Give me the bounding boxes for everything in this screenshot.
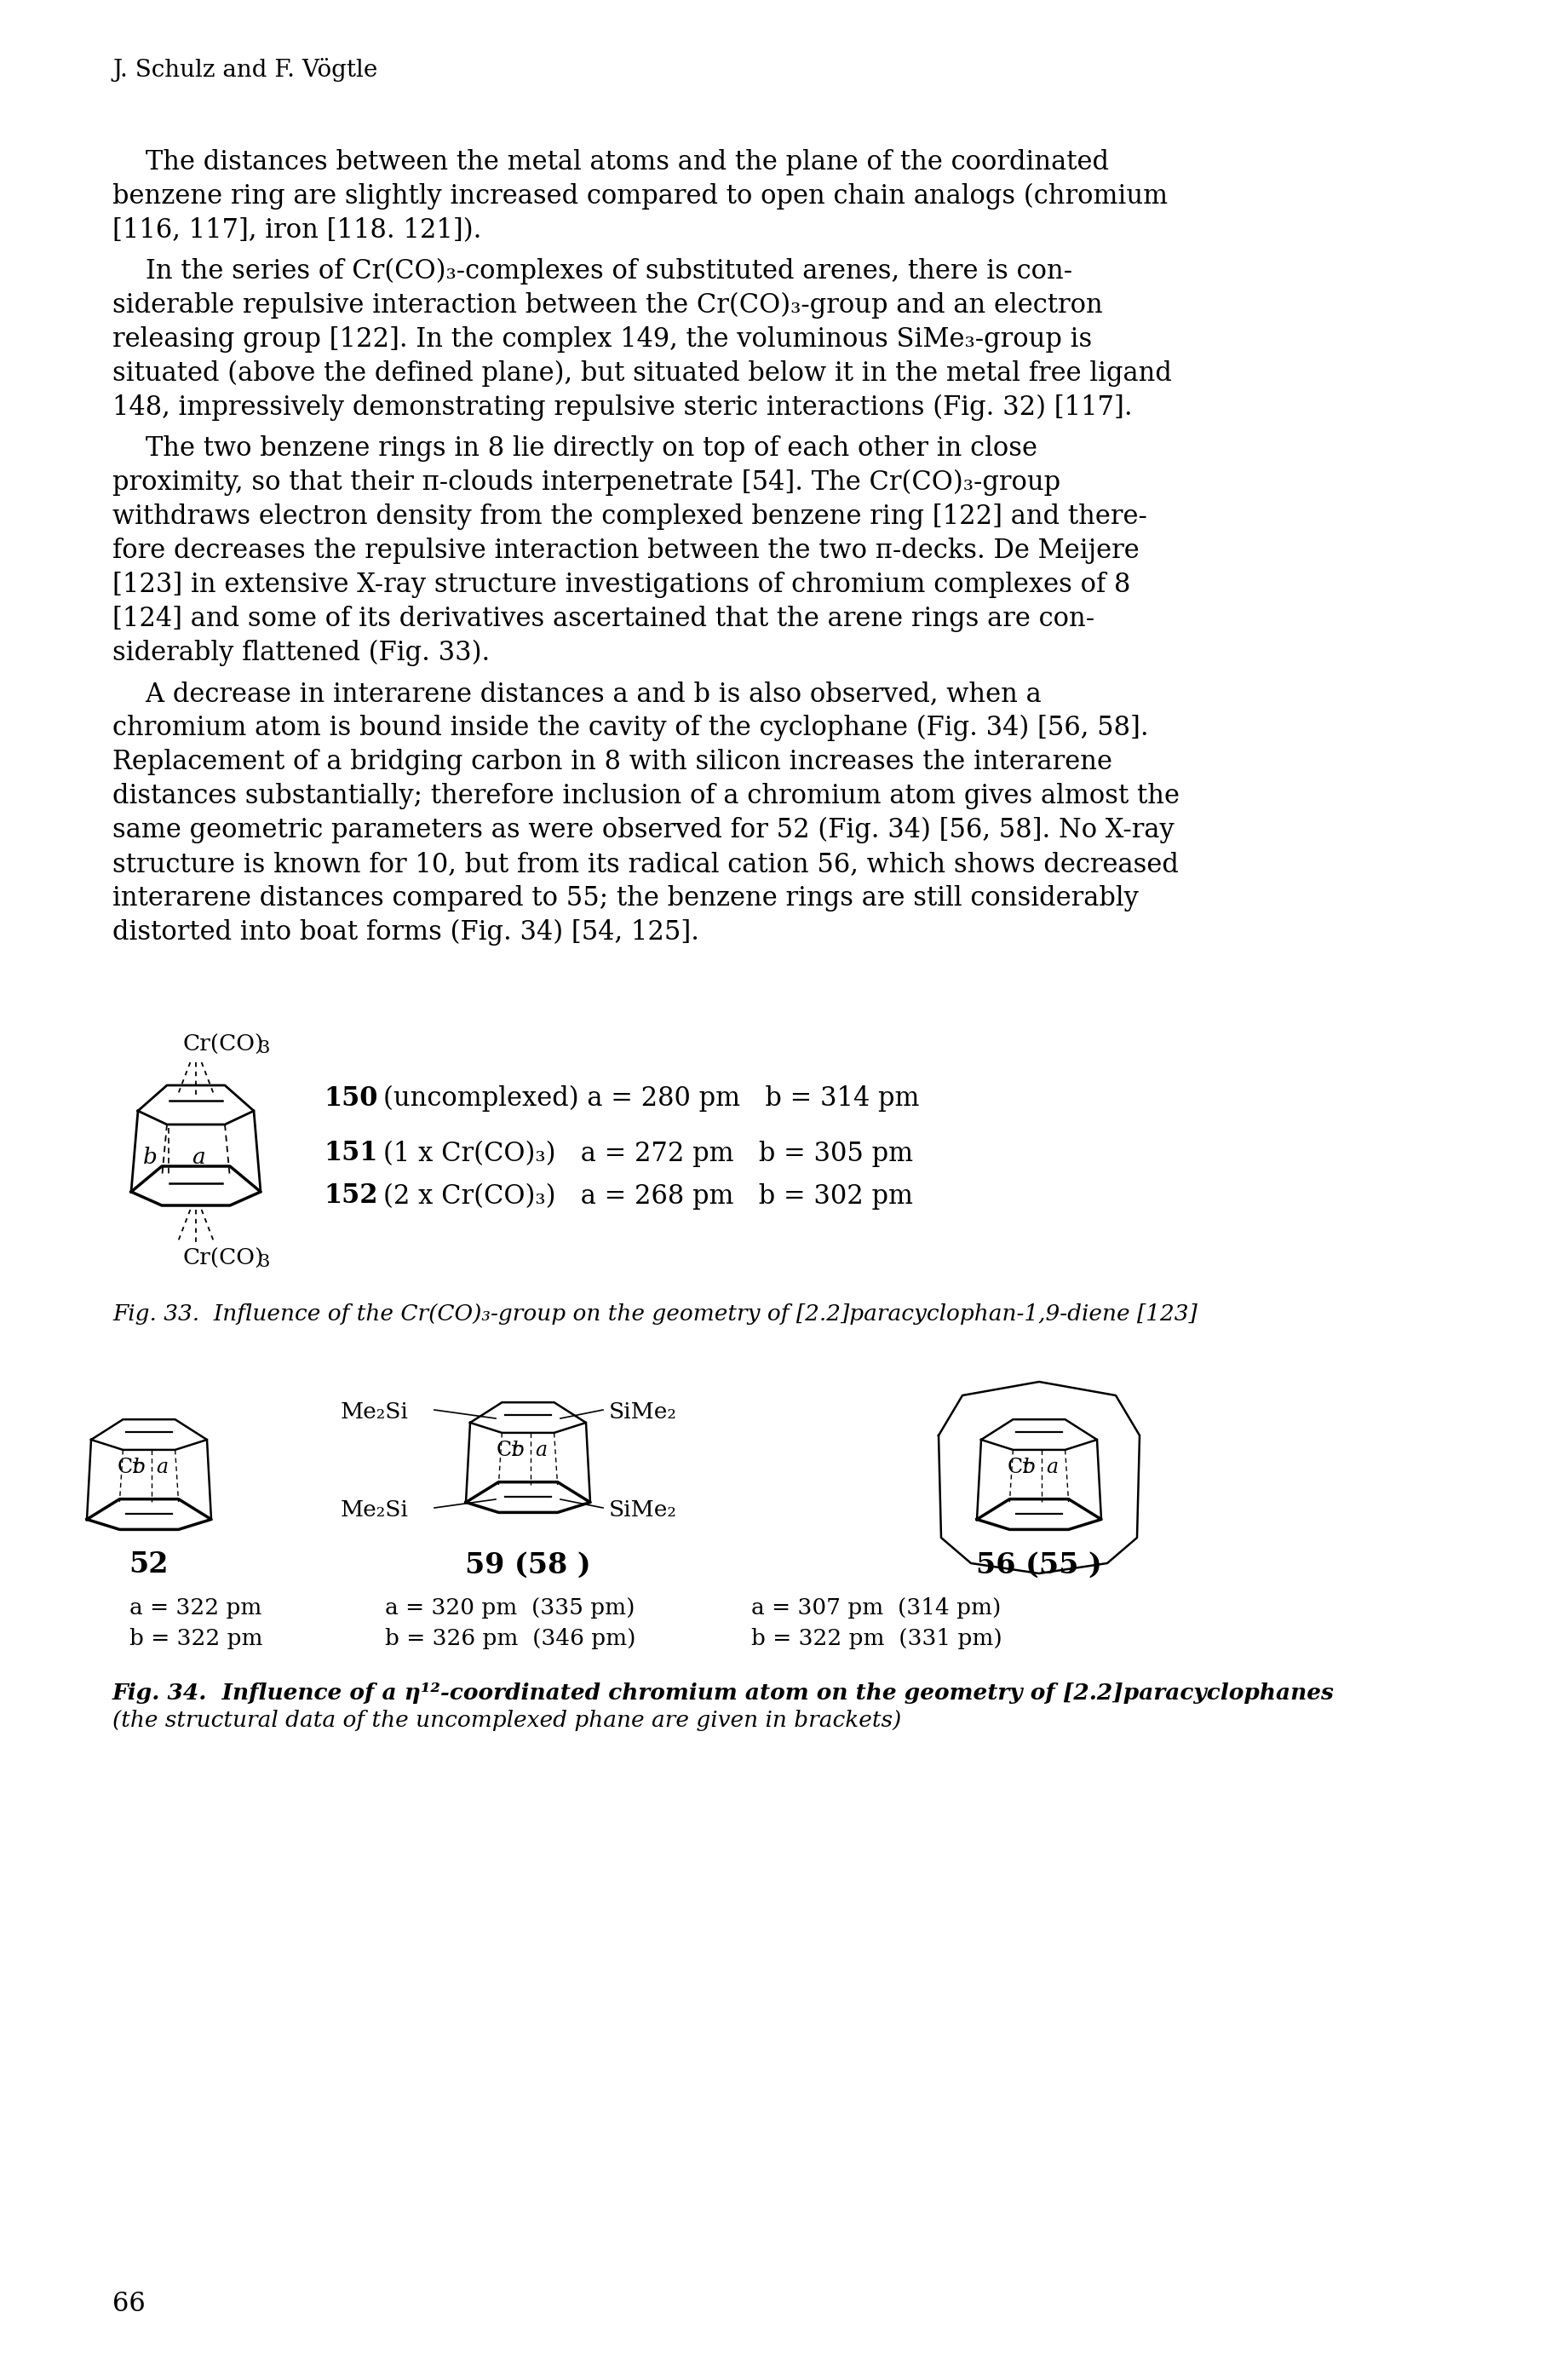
- Text: Fig. 33.  Influence of the Cr(CO)₃-group on the geometry of [2.2]paracyclophan-1: Fig. 33. Influence of the Cr(CO)₃-group …: [113, 1303, 1198, 1324]
- Text: 66: 66: [113, 2291, 146, 2317]
- Text: 3: 3: [259, 1040, 270, 1057]
- Text: same geometric parameters as were observed for 52 (Fig. 34) [56, 58]. No X-ray: same geometric parameters as were observ…: [113, 818, 1174, 844]
- Text: b: b: [133, 1459, 146, 1478]
- Text: [116, 117], iron [118. 121]).: [116, 117], iron [118. 121]).: [113, 217, 481, 243]
- Text: (1 x Cr(CO)₃)   a = 272 pm   b = 305 pm: (1 x Cr(CO)₃) a = 272 pm b = 305 pm: [383, 1139, 913, 1168]
- Text: a = 307 pm  (314 pm): a = 307 pm (314 pm): [751, 1598, 1000, 1619]
- Text: proximity, so that their π-clouds interpenetrate [54]. The Cr(CO)₃-group: proximity, so that their π-clouds interp…: [113, 470, 1060, 496]
- Text: a: a: [535, 1440, 547, 1461]
- Text: 59 (58 ): 59 (58 ): [466, 1551, 591, 1579]
- Text: fore decreases the repulsive interaction between the two π-decks. De Meijere: fore decreases the repulsive interaction…: [113, 537, 1140, 565]
- Text: 148, impressively demonstrating repulsive steric interactions (Fig. 32) [117].: 148, impressively demonstrating repulsiv…: [113, 395, 1132, 421]
- Text: J. Schulz and F. Vögtle: J. Schulz and F. Vögtle: [113, 59, 378, 83]
- Text: 52: 52: [129, 1551, 169, 1579]
- Text: Cr(CO): Cr(CO): [183, 1033, 265, 1054]
- Text: b = 322 pm  (331 pm): b = 322 pm (331 pm): [751, 1629, 1002, 1650]
- Text: b: b: [1022, 1459, 1036, 1478]
- Text: 150: 150: [323, 1085, 378, 1111]
- Text: releasing group [122]. In the complex 149, the voluminous SiMe₃-group is: releasing group [122]. In the complex 14…: [113, 326, 1091, 352]
- Text: The two benzene rings in 8 lie directly on top of each other in close: The two benzene rings in 8 lie directly …: [113, 435, 1038, 461]
- Text: (uncomplexed) a = 280 pm   b = 314 pm: (uncomplexed) a = 280 pm b = 314 pm: [383, 1085, 919, 1111]
- Text: siderable repulsive interaction between the Cr(CO)₃-group and an electron: siderable repulsive interaction between …: [113, 293, 1102, 319]
- Text: Cr: Cr: [1007, 1459, 1032, 1478]
- Text: withdraws electron density from the complexed benzene ring [122] and there-: withdraws electron density from the comp…: [113, 504, 1148, 530]
- Text: b: b: [143, 1147, 157, 1168]
- Text: (the structural data of the uncomplexed phane are given in brackets): (the structural data of the uncomplexed …: [113, 1709, 902, 1730]
- Text: [124] and some of its derivatives ascertained that the arene rings are con-: [124] and some of its derivatives ascert…: [113, 605, 1094, 631]
- Text: a = 320 pm  (335 pm): a = 320 pm (335 pm): [386, 1598, 635, 1619]
- Text: 152: 152: [323, 1182, 378, 1210]
- Text: benzene ring are slightly increased compared to open chain analogs (chromium: benzene ring are slightly increased comp…: [113, 182, 1168, 210]
- Text: a: a: [191, 1147, 205, 1168]
- Text: (2 x Cr(CO)₃)   a = 268 pm   b = 302 pm: (2 x Cr(CO)₃) a = 268 pm b = 302 pm: [383, 1182, 913, 1210]
- Text: Cr: Cr: [118, 1459, 143, 1478]
- Text: a: a: [155, 1459, 168, 1478]
- Text: SiMe₂: SiMe₂: [608, 1499, 677, 1520]
- Text: a: a: [1046, 1459, 1058, 1478]
- Text: The distances between the metal atoms and the plane of the coordinated: The distances between the metal atoms an…: [113, 149, 1109, 175]
- Text: distorted into boat forms (Fig. 34) [54, 125].: distorted into boat forms (Fig. 34) [54,…: [113, 920, 699, 946]
- Text: a = 322 pm: a = 322 pm: [130, 1598, 262, 1619]
- Text: Replacement of a bridging carbon in 8 with silicon increases the interarene: Replacement of a bridging carbon in 8 wi…: [113, 749, 1112, 775]
- Text: Cr: Cr: [495, 1440, 521, 1461]
- Text: distances substantially; therefore inclusion of a chromium atom gives almost the: distances substantially; therefore inclu…: [113, 782, 1179, 808]
- Text: b = 326 pm  (346 pm): b = 326 pm (346 pm): [386, 1629, 635, 1650]
- Text: [123] in extensive X-ray structure investigations of chromium complexes of 8: [123] in extensive X-ray structure inves…: [113, 572, 1131, 598]
- Text: interarene distances compared to 55; the benzene rings are still considerably: interarene distances compared to 55; the…: [113, 884, 1138, 913]
- Text: siderably flattened (Fig. 33).: siderably flattened (Fig. 33).: [113, 641, 489, 667]
- Text: b: b: [511, 1440, 525, 1461]
- Text: b = 322 pm: b = 322 pm: [130, 1629, 263, 1650]
- Text: Me₂Si: Me₂Si: [340, 1499, 409, 1520]
- Text: In the series of Cr(CO)₃-complexes of substituted arenes, there is con-: In the series of Cr(CO)₃-complexes of su…: [113, 258, 1073, 284]
- Text: 151: 151: [323, 1139, 378, 1168]
- Text: chromium atom is bound inside the cavity of the cyclophane (Fig. 34) [56, 58].: chromium atom is bound inside the cavity…: [113, 714, 1149, 742]
- Text: structure is known for 10, but from its radical cation 56, which shows decreased: structure is known for 10, but from its …: [113, 851, 1179, 877]
- Text: situated (above the defined plane), but situated below it in the metal free liga: situated (above the defined plane), but …: [113, 359, 1171, 388]
- Text: A decrease in interarene distances a and b is also observed, when a: A decrease in interarene distances a and…: [113, 681, 1041, 707]
- Text: 56 (55 ): 56 (55 ): [977, 1551, 1102, 1579]
- Text: SiMe₂: SiMe₂: [608, 1402, 677, 1423]
- Text: Fig. 34.  Influence of a η¹²-coordinated chromium atom on the geometry of [2.2]p: Fig. 34. Influence of a η¹²-coordinated …: [113, 1683, 1334, 1704]
- Text: Me₂Si: Me₂Si: [340, 1402, 409, 1423]
- Text: 3: 3: [259, 1253, 270, 1269]
- Text: Cr(CO): Cr(CO): [183, 1248, 265, 1269]
